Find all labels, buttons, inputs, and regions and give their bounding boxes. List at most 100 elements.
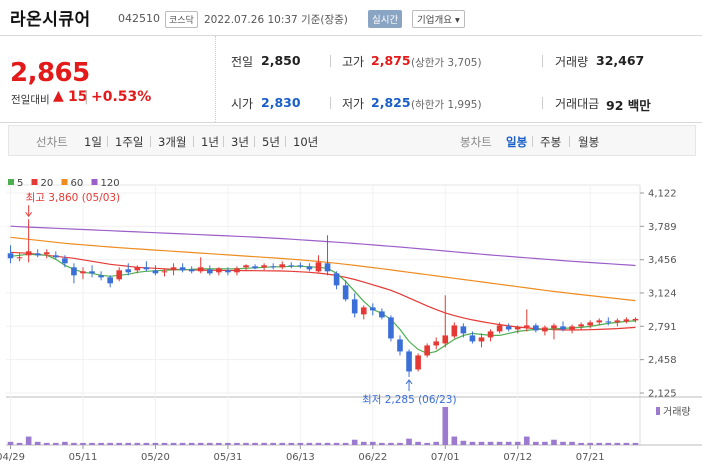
- volume-bar: [243, 442, 249, 445]
- period-weekly[interactable]: 주봉: [540, 135, 562, 149]
- company-overview-button[interactable]: 기업개요 ▾: [412, 10, 465, 28]
- volume-bar: [596, 442, 603, 445]
- candle-up: [80, 271, 86, 274]
- volume-bar: [415, 441, 421, 445]
- candle-down: [53, 255, 59, 258]
- candle-down: [152, 270, 159, 274]
- candle-down: [288, 265, 295, 267]
- candle-up: [496, 325, 503, 332]
- period-daily[interactable]: 일봉: [506, 135, 528, 149]
- x-tick-label: 06/13: [286, 452, 315, 463]
- candle-up: [424, 345, 430, 356]
- candle-down: [62, 258, 68, 264]
- volume-legend-label: 거래량: [663, 406, 691, 418]
- volume-bar: [206, 442, 213, 445]
- candle-down: [397, 339, 403, 352]
- volume-bar: [505, 441, 512, 445]
- volume-bar: [288, 442, 295, 445]
- change-percent: +0.53%: [91, 89, 152, 105]
- candle-down: [179, 267, 186, 271]
- volume-bar: [496, 441, 503, 445]
- candle-up: [478, 337, 485, 342]
- volume-bar: [188, 442, 195, 445]
- volume-bar: [614, 442, 621, 445]
- stock-header: 라온시큐어 042510 코스닥 2022.07.26 10:37 기준(장중)…: [0, 0, 702, 35]
- candle-down: [188, 269, 195, 272]
- candle-up: [623, 319, 630, 322]
- candle-down: [297, 265, 304, 267]
- legend-label-120: 120: [101, 178, 120, 189]
- volume-bar: [252, 442, 258, 445]
- period-1year[interactable]: 1년: [201, 135, 219, 149]
- price-chart[interactable]: 4,122 3,789 3,456 3,124 2,791 2,458 2,125 04/29…: [0, 157, 702, 468]
- period-1day[interactable]: 1일: [84, 135, 102, 149]
- candle-up: [116, 270, 123, 280]
- lower-limit: (하한가 1,995): [411, 99, 482, 111]
- volume-bar: [234, 442, 240, 445]
- candle-down: [533, 325, 539, 331]
- candle-down: [125, 269, 132, 273]
- volume-bar: [442, 407, 449, 445]
- volume-bar: [116, 442, 123, 445]
- volume-bar: [279, 442, 286, 445]
- current-price: 2,865: [10, 58, 90, 88]
- period-monthly[interactable]: 월봉: [578, 135, 600, 149]
- realtime-badge: 실시간: [368, 10, 403, 28]
- legend-label-60: 60: [71, 178, 84, 189]
- volume-bar: [161, 442, 168, 445]
- candle-down: [7, 253, 14, 259]
- candle-down: [370, 307, 376, 311]
- period-3year[interactable]: 3년: [231, 135, 249, 149]
- column-separator: [542, 55, 543, 67]
- candle-up: [234, 268, 240, 273]
- volume-bar: [34, 441, 41, 445]
- x-tick-label: 04/29: [0, 452, 25, 463]
- candle-up: [596, 320, 603, 323]
- legend-swatch-20: [31, 179, 38, 185]
- x-tick-label: 07/12: [503, 452, 532, 463]
- moving-average-5: [10, 253, 636, 355]
- volume-bar: [270, 442, 276, 445]
- candle-up: [216, 268, 222, 273]
- volume-bar: [478, 441, 485, 445]
- column-separator: [330, 55, 331, 67]
- period-separator: [150, 136, 151, 147]
- volume-bar: [433, 441, 440, 445]
- volume-bar: [170, 442, 177, 445]
- column-separator: [542, 97, 543, 109]
- y-tick-label: 3,456: [648, 255, 677, 266]
- candle-down: [34, 253, 41, 256]
- change-separator: |: [84, 89, 89, 105]
- volume-bar: [379, 442, 385, 445]
- period-separator: [107, 136, 108, 147]
- period-3month[interactable]: 3개월: [158, 135, 187, 149]
- y-tick-label: 2,458: [648, 355, 677, 366]
- candlestick-chart-svg: 4,122 3,789 3,456 3,124 2,791 2,458 2,125 04/29…: [0, 178, 702, 463]
- high-annotation: 최고 3,860 (05/03): [26, 192, 121, 204]
- candle-up: [632, 318, 639, 321]
- period-separator: [532, 136, 533, 147]
- candle-up: [16, 257, 23, 259]
- volume-bar: [89, 442, 95, 445]
- period-5year[interactable]: 5년: [262, 135, 280, 149]
- candle-up: [315, 262, 322, 272]
- volume-bar: [578, 442, 584, 445]
- volume-bar: [179, 442, 186, 445]
- period-separator: [569, 136, 570, 147]
- candle-up: [433, 341, 440, 346]
- candle-up: [514, 327, 521, 330]
- volume-bar: [560, 441, 566, 445]
- volume-bar: [261, 442, 267, 445]
- prev-close-label: 전일: [231, 55, 254, 69]
- volume-bar: [134, 442, 141, 445]
- period-10year[interactable]: 10년: [293, 135, 319, 149]
- candle-chart-label: 봉차트: [460, 135, 492, 149]
- volume-bar: [197, 442, 204, 445]
- moving-average-20: [10, 251, 636, 331]
- volume-bar: [542, 441, 548, 445]
- candle-up: [25, 251, 32, 256]
- candle-down: [98, 275, 104, 278]
- quote-divider: [215, 36, 216, 122]
- column-separator: [330, 97, 331, 109]
- period-1week[interactable]: 1주일: [115, 135, 144, 149]
